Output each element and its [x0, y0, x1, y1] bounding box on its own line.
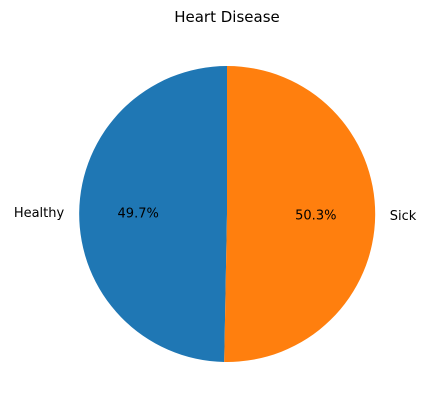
slice-pct-label-healthy: 49.7% — [118, 207, 159, 222]
slice-label-sick: Sick — [390, 209, 417, 224]
pie-labels: 49.7% Healthy 50.3% Sick — [14, 206, 417, 224]
pie-slices — [79, 65, 376, 362]
chart-title: Heart Disease — [174, 8, 280, 26]
slice-pct-label-sick: 50.3% — [295, 208, 336, 223]
pie-slice-sick — [224, 65, 376, 362]
pie-slice-healthy — [79, 66, 227, 362]
slice-label-healthy: Healthy — [14, 206, 65, 221]
